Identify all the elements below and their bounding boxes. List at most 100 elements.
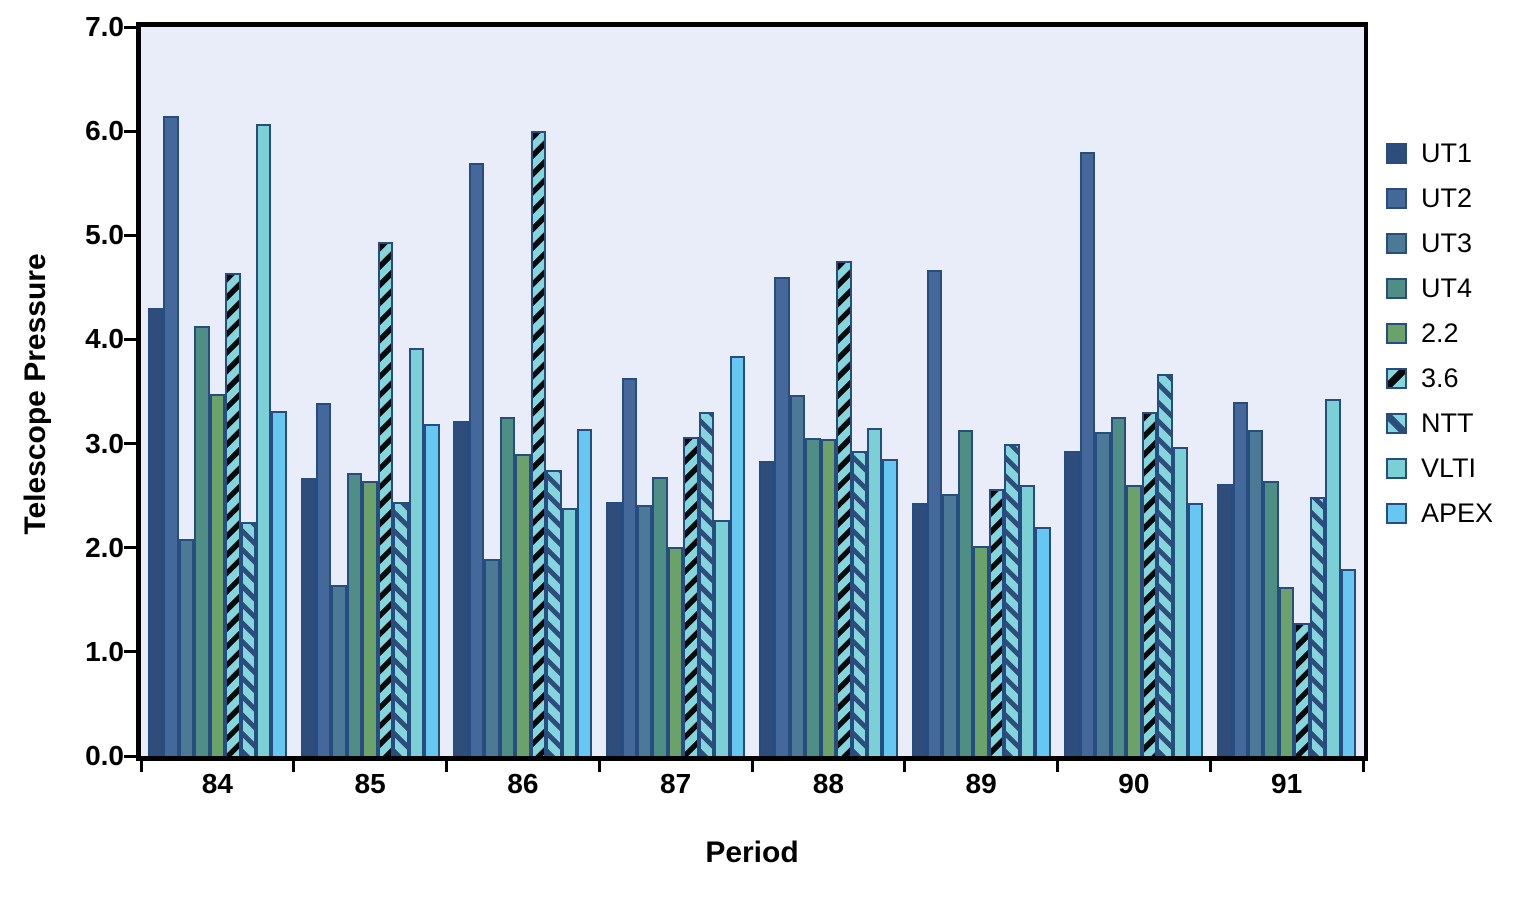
y-axis-tick <box>124 337 137 341</box>
y-tick-label: 2.0 <box>85 531 124 563</box>
legend-item-2.2: 2.2 <box>1386 311 1493 356</box>
y-axis-tick <box>124 25 137 29</box>
bar-UT1-p86 <box>453 420 469 756</box>
bar-3.6-p89 <box>988 489 1005 756</box>
bar-NTT-p91 <box>1309 496 1326 756</box>
bar-UT3-p88 <box>789 394 806 756</box>
legend-label: APEX <box>1421 498 1494 528</box>
legend-item-UT1: UT1 <box>1386 131 1493 176</box>
y-tick-label: 1.0 <box>85 635 124 667</box>
bar-UT2-p87 <box>621 377 637 756</box>
bar-NTT-p89 <box>1004 443 1020 756</box>
bar-NTT-p86 <box>546 469 562 756</box>
y-tick-label: 4.0 <box>85 323 124 355</box>
bar-NTT-p88 <box>851 450 868 756</box>
legend-item-NTT: NTT <box>1386 401 1493 446</box>
y-axis-tick <box>124 650 137 654</box>
legend-label: UT2 <box>1421 183 1473 213</box>
legend-label: VLTI <box>1421 453 1477 483</box>
bar-UT1-p85 <box>300 477 316 756</box>
bar-VLTI-p85 <box>408 347 425 756</box>
bar-UT1-p87 <box>606 501 622 756</box>
x-axis-tick <box>139 760 143 772</box>
legend-item-APEX: APEX <box>1386 491 1493 536</box>
bar-UT4-p85 <box>346 472 363 756</box>
x-tick-label: 89 <box>965 768 997 799</box>
bar-UT2-p88 <box>774 276 790 756</box>
bar-2.2-p86 <box>515 454 531 756</box>
bar-UT3-p90 <box>1095 432 1111 756</box>
bar-APEX-p91 <box>1340 568 1357 756</box>
bar-UT4-p90 <box>1110 416 1127 756</box>
bar-UT3-p89 <box>942 493 958 756</box>
bar-VLTI-p87 <box>714 519 730 756</box>
x-axis-tick <box>597 760 601 772</box>
legend-swatch-APEX <box>1386 503 1407 524</box>
legend-swatch-UT1 <box>1386 143 1407 164</box>
bar-UT3-p85 <box>331 585 347 756</box>
x-tick-label: 88 <box>812 768 844 799</box>
x-axis-tick <box>1056 760 1059 772</box>
legend-label: UT3 <box>1421 228 1473 258</box>
bar-APEX-p86 <box>576 429 593 756</box>
legend-item-VLTI: VLTI <box>1386 446 1493 491</box>
x-axis-tick <box>292 760 296 772</box>
legend-label: UT1 <box>1421 138 1473 168</box>
bar-APEX-p90 <box>1187 502 1204 756</box>
bar-APEX-p89 <box>1035 526 1051 756</box>
bar-3.6-p90 <box>1141 412 1158 756</box>
legend-swatch-NTT <box>1386 413 1407 434</box>
bar-3.6-p84 <box>225 272 241 756</box>
legend-swatch-UT2 <box>1386 188 1407 209</box>
x-axis-title: Period <box>705 836 799 869</box>
bar-3.6-p87 <box>683 437 699 756</box>
legend-item-3.6: 3.6 <box>1386 356 1493 401</box>
legend-swatch-UT4 <box>1386 278 1407 299</box>
y-axis-tick <box>124 129 137 133</box>
plot-area <box>124 22 1368 772</box>
bar-2.2-p88 <box>820 439 837 756</box>
bar-VLTI-p91 <box>1325 398 1341 756</box>
bar-UT1-p88 <box>758 461 775 756</box>
y-axis-tick <box>124 754 137 758</box>
bar-UT1-p91 <box>1217 484 1233 756</box>
y-tick-label: 3.0 <box>85 427 124 459</box>
bar-2.2-p85 <box>362 481 378 756</box>
bar-UT3-p87 <box>636 505 653 756</box>
bar-VLTI-p86 <box>561 508 577 756</box>
x-axis-tick <box>445 760 448 772</box>
bar-UT2-p89 <box>927 269 943 756</box>
bar-UT1-p84 <box>147 308 164 756</box>
bar-2.2-p89 <box>973 545 989 756</box>
bar-UT2-p85 <box>316 402 332 756</box>
x-tick-label: 91 <box>1271 768 1303 799</box>
legend-item-UT4: UT4 <box>1386 266 1493 311</box>
y-axis-title: Telescope Pressure <box>19 253 52 535</box>
bar-VLTI-p90 <box>1172 446 1188 756</box>
bar-NTT-p85 <box>393 501 409 756</box>
x-tick-label: 84 <box>201 768 233 799</box>
legend-label: 3.6 <box>1421 363 1459 393</box>
bar-2.2-p87 <box>667 546 684 756</box>
bar-UT4-p88 <box>805 438 821 756</box>
bar-3.6-p88 <box>836 261 852 756</box>
bar-NTT-p90 <box>1157 373 1173 756</box>
legend-label: 2.2 <box>1421 318 1459 348</box>
bar-UT4-p91 <box>1263 481 1279 756</box>
x-tick-label: 90 <box>1118 768 1150 799</box>
y-tick-label: 6.0 <box>85 115 124 147</box>
legend-swatch-VLTI <box>1386 458 1407 479</box>
legend-item-UT3: UT3 <box>1386 221 1493 266</box>
bar-UT1-p89 <box>911 502 927 756</box>
bar-UT2-p90 <box>1079 151 1096 756</box>
bar-NTT-p84 <box>240 521 257 756</box>
y-axis-tick <box>124 546 137 550</box>
bar-APEX-p88 <box>882 459 898 756</box>
bar-APEX-p85 <box>424 423 440 756</box>
bar-UT2-p91 <box>1232 401 1248 756</box>
legend: UT1 UT2 UT3 UT4 2.2 3.6 NTT VLTI APEX <box>1386 131 1493 536</box>
bar-NTT-p87 <box>698 412 715 756</box>
y-tick-label: 5.0 <box>85 219 124 251</box>
bar-UT4-p86 <box>499 416 516 756</box>
y-axis-tick <box>124 233 137 237</box>
